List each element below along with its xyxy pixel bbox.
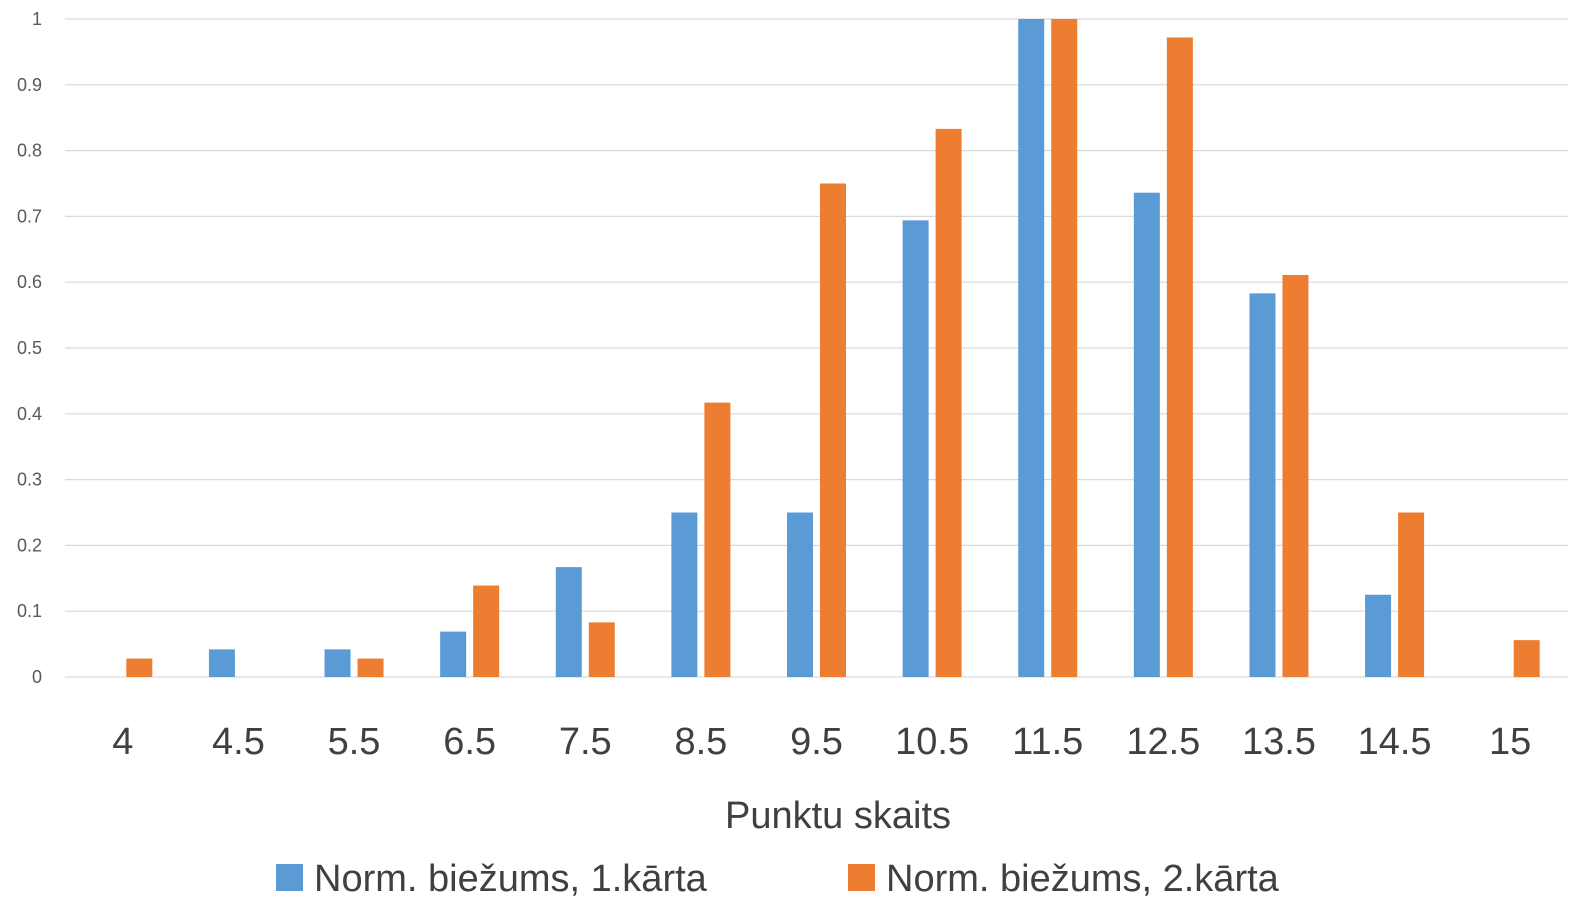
x-tick-label: 11.5	[1012, 721, 1083, 763]
x-tick-label: 4.5	[212, 721, 265, 763]
bar-series-2-4	[126, 658, 153, 677]
bars	[126, 19, 1540, 678]
bar-series-2-14.5	[1398, 512, 1425, 677]
y-tick-label: 0.6	[17, 272, 42, 292]
x-tick-label: 10.5	[895, 721, 969, 763]
legend: Norm. biežums, 1.kārta Norm. biežums, 2.k…	[276, 858, 1280, 900]
y-tick-label: 0.3	[17, 470, 42, 490]
bar-series-1-8.5	[671, 512, 698, 677]
bar-series-2-8.5	[704, 402, 731, 677]
bar-series-2-9.5	[820, 183, 846, 677]
x-tick-label: 15	[1489, 721, 1531, 763]
x-tick-label: 4	[112, 721, 133, 763]
bar-series-1-13.5	[1249, 293, 1276, 677]
y-tick-label: 0	[32, 667, 42, 687]
y-tick-label: 0.8	[17, 141, 42, 161]
x-tick-label: 12.5	[1126, 721, 1200, 763]
y-tick-label: 0.5	[17, 338, 42, 358]
legend-label-1: Norm. biežums, 1.kārta	[314, 858, 708, 900]
y-axis-ticks: 0 0.1 0.2 0.3 0.4 0.5 0.6 0.7 0.8 0.9 1	[17, 9, 42, 687]
bar-series-1-9.5	[787, 512, 813, 677]
bar-series-2-11.5	[1051, 19, 1078, 677]
x-tick-label: 6.5	[443, 721, 496, 763]
y-tick-label: 1	[32, 9, 42, 29]
bar-series-1-14.5	[1365, 594, 1392, 677]
x-tick-label: 14.5	[1358, 721, 1432, 763]
x-tick-label: 7.5	[559, 721, 612, 763]
y-tick-label: 0.9	[17, 75, 42, 95]
bar-series-1-11.5	[1018, 19, 1045, 677]
bar-series-2-6.5	[473, 585, 500, 677]
bar-series-2-5.5	[357, 658, 384, 677]
bar-series-1-5.5	[324, 649, 351, 677]
bar-series-2-10.5	[935, 128, 962, 678]
legend-swatch-1	[276, 864, 303, 891]
y-tick-label: 0.4	[17, 404, 42, 424]
x-axis-ticks: 4 4.5 5.5 6.5 7.5 8.5 9.5 10.5 11.5 12.5 13.5 14.5 1…	[112, 721, 1531, 763]
x-tick-label: 5.5	[328, 721, 381, 763]
y-tick-label: 0.7	[17, 206, 42, 226]
bar-series-2-7.5	[588, 622, 615, 677]
bar-series-1-12.5	[1133, 192, 1160, 677]
bar-series-1-7.5	[555, 567, 582, 677]
x-tick-label: 8.5	[674, 721, 727, 763]
bar-series-2-12.5	[1166, 37, 1193, 677]
bar-series-1-4.5	[208, 649, 235, 677]
legend-label-2: Norm. biežums, 2.kārta	[886, 858, 1280, 900]
bar-series-1-10.5	[902, 220, 929, 677]
bar-series-2-13.5	[1282, 274, 1309, 677]
y-tick-label: 0.1	[17, 601, 42, 621]
legend-swatch-2	[848, 864, 875, 891]
x-tick-label: 13.5	[1242, 721, 1316, 763]
gridlines	[65, 18, 1568, 678]
y-tick-label: 0.2	[17, 535, 42, 555]
bar-series-2-15	[1513, 640, 1540, 677]
x-axis-title: Punktu skaits	[725, 795, 951, 837]
bar-series-1-6.5	[440, 631, 467, 677]
x-tick-label: 9.5	[790, 721, 843, 763]
